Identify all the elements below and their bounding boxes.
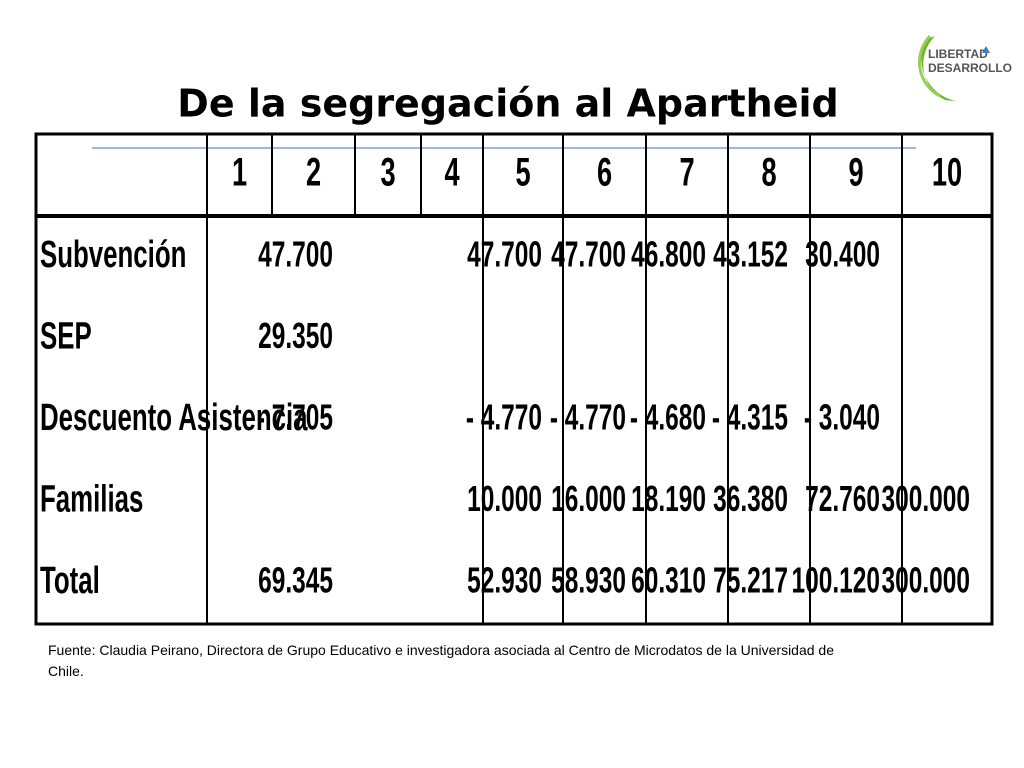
cell: 72.760 <box>805 478 880 519</box>
header-cell: 7 <box>679 150 694 194</box>
header-cell: 10 <box>932 150 962 194</box>
row-label: SEP <box>40 315 92 357</box>
cell: 46.800 <box>631 234 706 275</box>
cell: - 7.705 <box>257 397 333 438</box>
cell: 10.000 <box>467 478 542 519</box>
source-note: Fuente: Claudia Peirano, Directora de Gr… <box>48 642 835 679</box>
cell: 100.120 <box>792 560 880 601</box>
cell: 36.380 <box>713 478 788 519</box>
row-label: Total <box>40 559 100 601</box>
logo-text: LIBERTAD <box>928 47 988 61</box>
cell: 47.700 <box>551 234 626 275</box>
cell: 47.700 <box>467 234 542 275</box>
header-cell: 9 <box>848 150 863 194</box>
logo-text: DESARROLLO <box>928 61 1012 75</box>
cell: 60.310 <box>631 560 706 601</box>
cell: 18.190 <box>631 478 706 519</box>
cell: 69.345 <box>258 560 333 601</box>
table-border <box>34 132 994 626</box>
header-cell: 8 <box>761 150 776 194</box>
logo: LIBERTAD DESARROLLO <box>917 34 1012 102</box>
cell: - 3.040 <box>804 397 880 438</box>
cell: 30.400 <box>805 234 880 275</box>
row-label: Familias <box>40 478 143 520</box>
cell: - 4.680 <box>630 397 706 438</box>
cell: - 4.770 <box>550 397 626 438</box>
cell: 300.000 <box>882 560 970 601</box>
cell: 47.700 <box>258 234 333 275</box>
cell: 43.152 <box>713 234 788 275</box>
cell: - 4.770 <box>466 397 542 438</box>
cell: 29.350 <box>258 315 333 356</box>
header-cell: 5 <box>515 150 530 194</box>
header-cell: 3 <box>380 150 395 194</box>
header-cell: 1 <box>232 150 247 194</box>
header-cell: 6 <box>597 150 612 194</box>
row-label: Subvención <box>40 233 186 275</box>
cell: 300.000 <box>882 478 970 519</box>
cell: 75.217 <box>713 560 788 601</box>
logo-arc <box>917 34 941 98</box>
cell: 16.000 <box>551 478 626 519</box>
cell: 58.930 <box>551 560 626 601</box>
logo-icon <box>982 46 990 53</box>
cell: - 4.315 <box>712 397 788 438</box>
header-cell: 2 <box>306 150 321 194</box>
header-cell: 4 <box>444 150 459 194</box>
row-label: Descuento Asistencia <box>40 396 308 438</box>
cell: 52.930 <box>467 560 542 601</box>
title: De la segregación al Apartheid <box>177 82 838 126</box>
